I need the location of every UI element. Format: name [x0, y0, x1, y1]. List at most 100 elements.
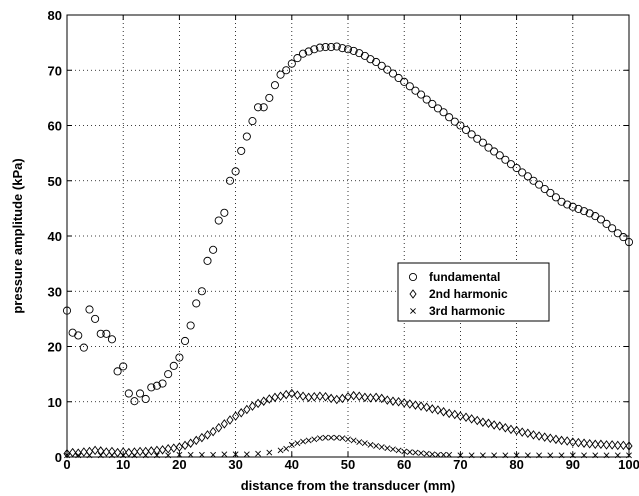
- y-tick-label: 70: [48, 63, 62, 78]
- fundamental-point: [203, 256, 212, 265]
- 3rd-harmonic-point: [243, 451, 250, 458]
- 3rd-harmonic-point: [345, 436, 351, 443]
- fundamental-point: [383, 65, 392, 74]
- fundamental-point: [74, 331, 83, 340]
- 2nd-harmonic-point: [254, 398, 262, 409]
- 3rd-harmonic-point: [401, 448, 408, 455]
- 2nd-harmonic-point: [80, 447, 88, 457]
- fundamental-point: [473, 134, 482, 143]
- 3rd-harmonic-point: [423, 450, 430, 457]
- 2nd-harmonic-point: [226, 415, 234, 425]
- 3rd-harmonic-point: [221, 451, 228, 458]
- fundamental-point: [428, 99, 437, 109]
- fundamental-point: [79, 343, 88, 352]
- fundamental-point: [377, 61, 386, 70]
- fundamental-point: [141, 394, 150, 404]
- fundamental-point: [136, 389, 145, 398]
- 2nd-harmonic-point: [619, 440, 627, 451]
- fundamental-point: [506, 160, 516, 169]
- 2nd-harmonic-point: [181, 440, 189, 451]
- 2nd-harmonic-point: [232, 411, 240, 421]
- fundamental-point: [186, 321, 195, 330]
- 2nd-harmonic-point: [299, 391, 307, 401]
- fundamental-point: [495, 151, 504, 160]
- y-tick-label: 0: [55, 450, 62, 465]
- fundamental-point: [417, 90, 426, 99]
- fundamental-point: [124, 389, 133, 398]
- legend-marker-2nd-harmonic: [409, 289, 417, 299]
- fundamental-point: [130, 397, 139, 406]
- 2nd-harmonic-point: [130, 447, 139, 457]
- 2nd-harmonic-point: [237, 408, 245, 418]
- legend-label-3rd-harmonic: 3rd harmonic: [429, 304, 505, 318]
- fundamental-point: [501, 155, 510, 164]
- x-tick-label: 10: [116, 457, 130, 472]
- fundamental-point: [287, 59, 296, 68]
- fundamental-point: [169, 361, 178, 370]
- 2nd-harmonic-point: [147, 446, 155, 456]
- 2nd-harmonic-point: [423, 402, 431, 413]
- fundamental-point: [445, 113, 454, 122]
- 2nd-harmonic-point: [187, 438, 195, 448]
- 2nd-harmonic-point: [428, 404, 436, 414]
- 3rd-harmonic-point: [367, 441, 374, 448]
- 3rd-harmonic-point: [316, 435, 323, 442]
- fundamental-point: [405, 82, 414, 91]
- 2nd-harmonic-point: [125, 447, 133, 458]
- 2nd-harmonic-point: [170, 443, 178, 453]
- fundamental-point: [400, 77, 409, 86]
- 3rd-harmonic-point: [361, 440, 368, 447]
- fundamental-point: [293, 54, 302, 63]
- 2nd-harmonic-point: [344, 392, 352, 402]
- fundamental-point: [394, 73, 403, 83]
- fundamental-point: [372, 57, 381, 67]
- 2nd-harmonic-point: [541, 432, 549, 442]
- fundamental-point: [529, 176, 538, 185]
- x-tick-label: 30: [228, 457, 242, 472]
- fundamental-point: [102, 329, 111, 338]
- 2nd-harmonic-point: [383, 395, 391, 405]
- fundamental-point: [180, 336, 190, 346]
- 2nd-harmonic-point: [529, 430, 538, 440]
- 3rd-harmonic-point: [384, 445, 391, 452]
- 3rd-harmonic-point: [373, 443, 380, 449]
- 2nd-harmonic-point: [563, 436, 571, 446]
- fundamental-point: [461, 125, 471, 134]
- 3rd-harmonic-point: [429, 451, 436, 458]
- 2nd-harmonic-point: [136, 446, 144, 457]
- fundamental-point: [574, 204, 583, 213]
- 3rd-harmonic-point: [322, 434, 329, 441]
- fundamental-point: [158, 379, 167, 388]
- 2nd-harmonic-point: [439, 406, 448, 417]
- y-tick-label: 30: [48, 284, 62, 299]
- 2nd-harmonic-point: [271, 392, 279, 403]
- 3rd-harmonic-point: [350, 437, 357, 444]
- fundamental-point: [608, 224, 617, 233]
- 2nd-harmonic-point: [608, 440, 616, 450]
- 2nd-harmonic-point: [513, 425, 521, 436]
- 2nd-harmonic-point: [321, 392, 330, 402]
- 2nd-harmonic-point: [158, 445, 167, 455]
- 2nd-harmonic-point: [366, 393, 375, 403]
- 2nd-harmonic-point: [203, 430, 212, 440]
- 2nd-harmonic-point: [102, 447, 110, 457]
- 2nd-harmonic-point: [69, 447, 77, 458]
- legend-marker-fundamental: [408, 272, 418, 282]
- 2nd-harmonic-point: [276, 391, 285, 401]
- fundamental-point: [197, 287, 206, 296]
- 2nd-harmonic-point: [445, 408, 453, 419]
- y-tick-label: 60: [48, 119, 62, 134]
- fundamental-point: [467, 130, 476, 139]
- 2nd-harmonic-point: [91, 445, 99, 456]
- fundamental-point: [96, 329, 105, 338]
- fundamental-point: [568, 202, 577, 211]
- fundamental-point: [422, 95, 431, 104]
- fundamental-point: [332, 42, 341, 51]
- 2nd-harmonic-point: [338, 393, 346, 404]
- 2nd-harmonic-point: [220, 419, 228, 429]
- 2nd-harmonic-point: [535, 431, 543, 441]
- 2nd-harmonic-point: [518, 427, 526, 437]
- fundamental-point: [310, 45, 319, 54]
- fundamental-point: [192, 299, 201, 308]
